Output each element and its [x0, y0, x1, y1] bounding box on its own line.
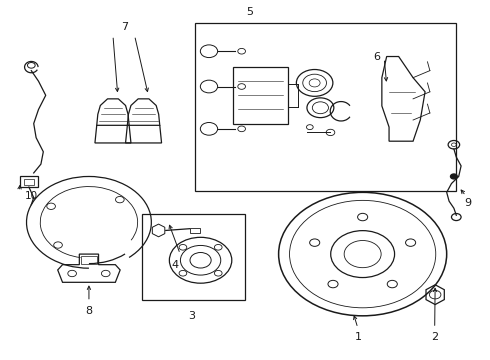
- Bar: [20, 176, 38, 187]
- Text: 8: 8: [85, 306, 93, 315]
- Bar: [233, 67, 288, 123]
- Bar: [24, 179, 34, 185]
- Text: 7: 7: [122, 22, 128, 32]
- Text: 9: 9: [465, 198, 472, 208]
- Text: 1: 1: [354, 332, 361, 342]
- Text: 4: 4: [172, 260, 179, 270]
- Text: 3: 3: [189, 311, 196, 321]
- Bar: [195, 23, 456, 190]
- Text: 10: 10: [25, 191, 38, 201]
- Text: 2: 2: [431, 332, 438, 342]
- Circle shape: [450, 174, 457, 179]
- Bar: [190, 228, 200, 233]
- Bar: [142, 213, 245, 300]
- Text: 5: 5: [246, 8, 253, 17]
- Text: 6: 6: [373, 51, 381, 62]
- Bar: [81, 256, 97, 264]
